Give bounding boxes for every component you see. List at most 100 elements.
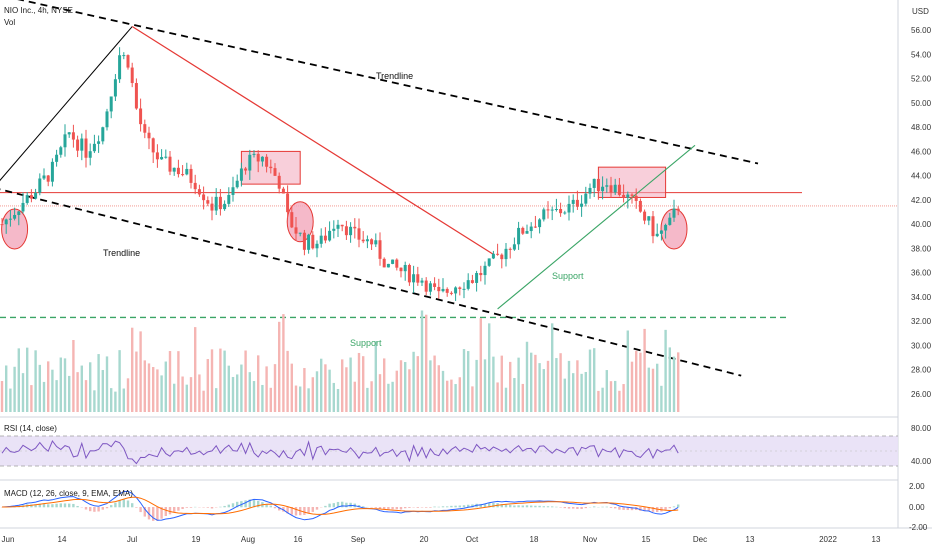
candle-body (277, 175, 281, 189)
volume-bar (139, 331, 142, 412)
volume-bar (479, 318, 482, 412)
candle-body (575, 199, 579, 207)
candle-body (559, 208, 563, 214)
macd-histogram-bar (42, 503, 46, 508)
candle-body (323, 235, 327, 241)
volume-bar (202, 390, 205, 412)
falling-red-line (131, 26, 494, 255)
macd-histogram-bar (441, 506, 445, 508)
candle-body (67, 132, 71, 135)
candle-body (218, 196, 222, 210)
macd-histogram-bar (584, 507, 587, 509)
volume-bars (0, 310, 680, 412)
candle-body (538, 219, 542, 228)
volume-bar (517, 357, 520, 412)
macd-histogram-bar (68, 503, 71, 508)
macd-histogram-bar (273, 507, 277, 509)
time-tick: 15 (642, 535, 651, 544)
volume-bar (563, 378, 566, 412)
candle-body (676, 208, 680, 211)
volume-bar (378, 374, 382, 412)
macd-histogram-bar (147, 507, 151, 520)
volume-bar (307, 388, 310, 412)
candle-body (130, 67, 134, 84)
macd-histogram-bar (517, 505, 520, 508)
support-horizontal-label: Support (350, 338, 382, 348)
volume-bar (458, 377, 461, 412)
candle-body (286, 193, 290, 213)
macd-histogram-bar (126, 500, 130, 508)
volume-bar (374, 341, 377, 412)
macd-histogram-bar (168, 507, 172, 515)
candle-body (139, 108, 143, 125)
candle-body (38, 178, 42, 193)
lower-trendline (0, 188, 742, 377)
candle-body (311, 234, 315, 249)
macd-histogram-bar (55, 503, 58, 508)
volume-bar (618, 390, 621, 412)
candle-body (231, 187, 235, 195)
chart-title: NIO Inc., 4h, NYSE (4, 6, 73, 15)
volume-bar (278, 321, 281, 412)
macd-histogram-bar (651, 507, 655, 512)
candle-body (512, 244, 516, 250)
macd-histogram-bar (404, 507, 407, 509)
macd-histogram-bar (173, 507, 176, 513)
candle-body (164, 156, 168, 158)
volume-bar (282, 314, 285, 412)
volume-bar (55, 380, 58, 412)
volume-bar (320, 358, 323, 412)
rsi-tick: 80.00 (911, 424, 932, 433)
price-tick: 48.00 (911, 123, 932, 132)
time-tick: Jul (127, 535, 137, 544)
volume-bar (131, 327, 134, 412)
macd-tick: 0.00 (909, 503, 925, 512)
macd-histogram-bar (332, 503, 335, 508)
volume-bar (290, 363, 293, 412)
time-tick: 13 (746, 535, 755, 544)
volume-bar (597, 390, 600, 412)
candle-body (340, 224, 344, 227)
candle-body (424, 280, 428, 292)
candle-body (420, 280, 424, 283)
volume-bar (110, 388, 113, 412)
upper-trendline (17, 0, 759, 165)
candle-body (542, 209, 546, 220)
volume-bar (572, 373, 575, 412)
macd-histogram-bar (236, 501, 239, 508)
highlight-circle (286, 201, 314, 243)
macd-histogram-bar (509, 504, 512, 508)
price-tick: 32.00 (911, 317, 932, 326)
macd-histogram-bar (47, 504, 50, 508)
candle-body (0, 224, 4, 226)
volume-bar (441, 370, 445, 412)
volume-bar (185, 384, 188, 412)
trendline-left-label: Trendline (103, 248, 140, 258)
candle-body (647, 216, 651, 221)
candle-body (126, 55, 130, 68)
macd-histogram-bar (89, 507, 92, 512)
macd-histogram-bar (387, 507, 390, 510)
macd-histogram-bar (618, 507, 621, 510)
time-tick: 16 (294, 535, 303, 544)
macd-histogram-bar (500, 504, 503, 508)
volume-bar (370, 381, 373, 412)
candle-body (181, 174, 185, 176)
macd-histogram-bar (324, 505, 327, 508)
candle-body (378, 240, 382, 259)
candle-body (491, 253, 495, 259)
candle-body (412, 274, 416, 283)
time-tick: 14 (58, 535, 67, 544)
time-tick: Aug (241, 535, 255, 544)
macd-histogram-bar (614, 507, 617, 509)
macd-histogram-bar (378, 507, 382, 509)
volume-bar (500, 355, 503, 412)
volume-bar (534, 354, 537, 412)
candle-body (391, 259, 395, 264)
candle-body (643, 211, 647, 221)
candle-body (92, 143, 96, 152)
macd-histogram-bar (622, 507, 625, 510)
volume-bar (76, 372, 79, 412)
candle-body (601, 186, 605, 192)
macd-histogram-bar (131, 503, 134, 508)
